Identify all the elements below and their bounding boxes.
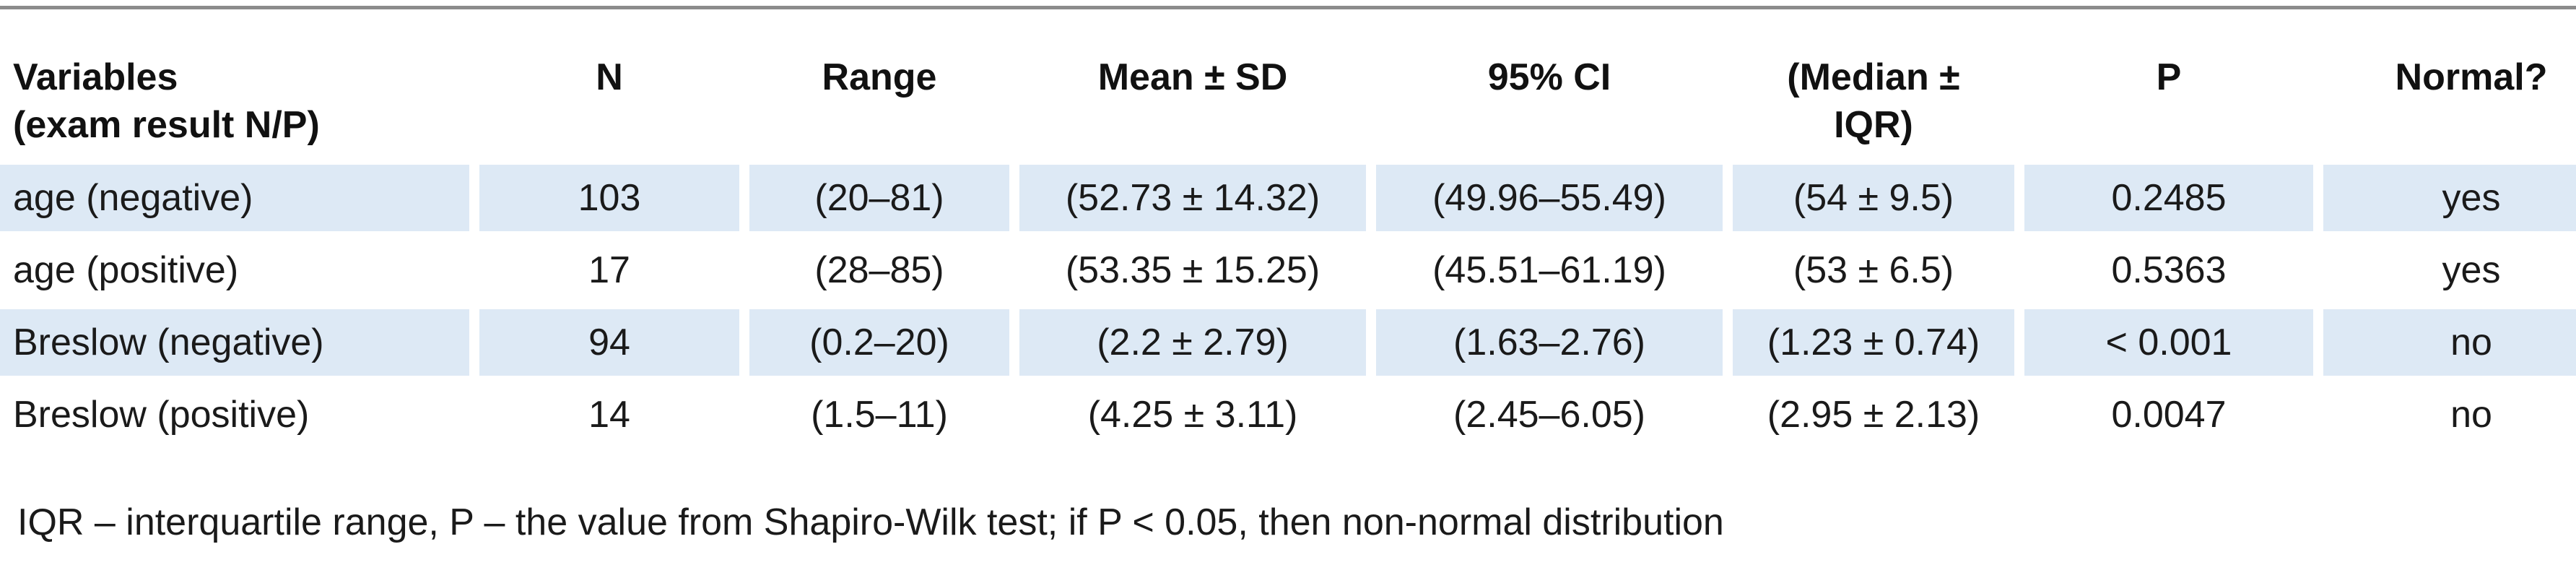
- header-n: N: [596, 56, 623, 98]
- cell-median-iqr: (1.23 ± 0.74): [1733, 309, 2014, 376]
- table-row: age (positive) 17 (28–85) (53.35 ± 15.25…: [0, 237, 2576, 303]
- stats-table: Variables (exam result N/P) N Range Mean…: [0, 38, 2576, 454]
- cell-n: 17: [479, 237, 739, 303]
- header-median-iqr: (Median ± IQR): [1733, 43, 2014, 159]
- table-row: Breslow (positive) 14 (1.5–11) (4.25 ± 3…: [0, 381, 2576, 448]
- cell-variable: age (negative): [0, 165, 469, 231]
- top-rule: [0, 6, 2576, 9]
- header-median-line1: (Median ±: [1787, 56, 1960, 98]
- stats-table-container: Variables (exam result N/P) N Range Mean…: [0, 38, 2576, 454]
- header-range: Range: [822, 56, 937, 98]
- cell-n: 103: [479, 165, 739, 231]
- cell-95-ci: (2.45–6.05): [1376, 381, 1723, 448]
- cell-95-ci: (1.63–2.76): [1376, 309, 1723, 376]
- cell-95-ci: (49.96–55.49): [1376, 165, 1723, 231]
- cell-median-iqr: (53 ± 6.5): [1733, 237, 2014, 303]
- header-95-ci: 95% CI: [1487, 56, 1611, 98]
- cell-range: (0.2–20): [749, 309, 1009, 376]
- cell-mean-sd: (2.2 ± 2.79): [1019, 309, 1366, 376]
- cell-mean-sd: (53.35 ± 15.25): [1019, 237, 1366, 303]
- header-median-line2: IQR): [1834, 104, 1913, 146]
- cell-median-iqr: (54 ± 9.5): [1733, 165, 2014, 231]
- cell-mean-sd: (52.73 ± 14.32): [1019, 165, 1366, 231]
- cell-p: 0.2485: [2024, 165, 2313, 231]
- cell-variable: Breslow (negative): [0, 309, 469, 376]
- cell-normal: yes: [2323, 165, 2576, 231]
- header-variables: Variables (exam result N/P): [0, 43, 469, 159]
- cell-n: 94: [479, 309, 739, 376]
- table-row: Breslow (negative) 94 (0.2–20) (2.2 ± 2.…: [0, 309, 2576, 376]
- cell-mean-sd: (4.25 ± 3.11): [1019, 381, 1366, 448]
- cell-p: 0.0047: [2024, 381, 2313, 448]
- cell-p: 0.5363: [2024, 237, 2313, 303]
- header-normal: Normal?: [2395, 56, 2548, 98]
- header-variables-line2: (exam result N/P): [13, 104, 320, 146]
- cell-range: (1.5–11): [749, 381, 1009, 448]
- cell-variable: age (positive): [0, 237, 469, 303]
- cell-range: (28–85): [749, 237, 1009, 303]
- cell-median-iqr: (2.95 ± 2.13): [1733, 381, 2014, 448]
- header-variables-line1: Variables: [13, 56, 178, 98]
- cell-range: (20–81): [749, 165, 1009, 231]
- cell-normal: no: [2323, 381, 2576, 448]
- cell-variable: Breslow (positive): [0, 381, 469, 448]
- header-p: P: [2156, 56, 2182, 98]
- table-footnote: IQR – interquartile range, P – the value…: [17, 501, 1724, 543]
- cell-normal: yes: [2323, 237, 2576, 303]
- cell-normal: no: [2323, 309, 2576, 376]
- header-mean-sd: Mean ± SD: [1097, 56, 1288, 98]
- cell-p: < 0.001: [2024, 309, 2313, 376]
- table-row: age (negative) 103 (20–81) (52.73 ± 14.3…: [0, 165, 2576, 231]
- header-row: Variables (exam result N/P) N Range Mean…: [0, 43, 2576, 159]
- cell-n: 14: [479, 381, 739, 448]
- cell-95-ci: (45.51–61.19): [1376, 237, 1723, 303]
